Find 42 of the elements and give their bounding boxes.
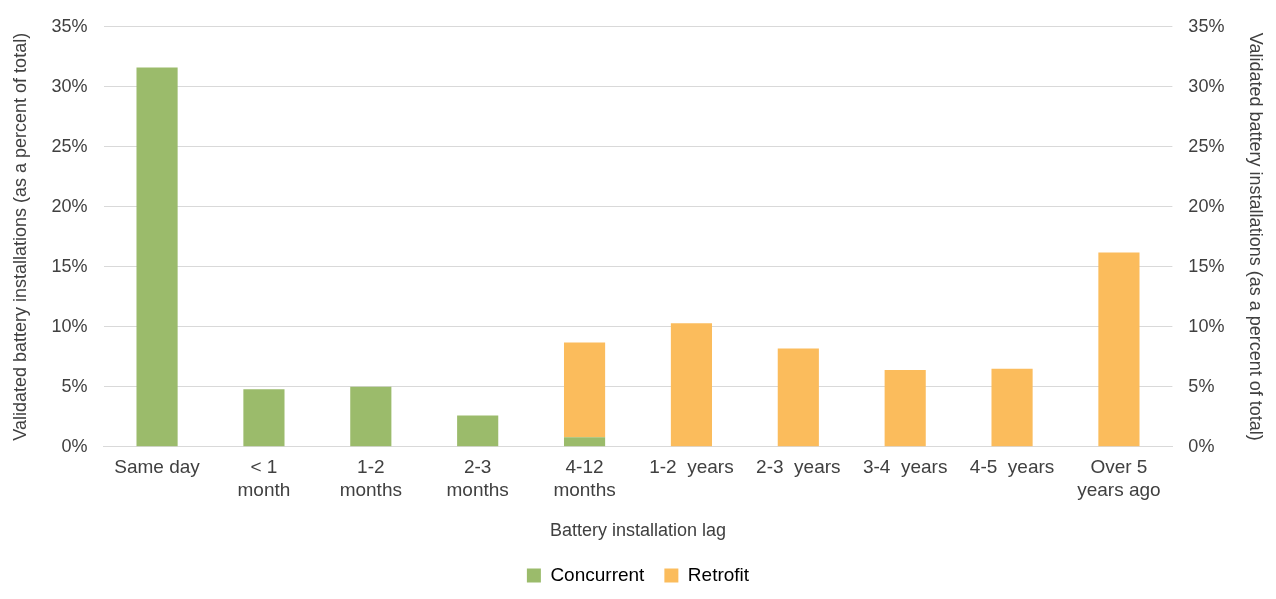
bar <box>563 342 606 438</box>
x-tick-label: 4-12 months <box>553 456 616 501</box>
y2-tick-label: 5% <box>1188 375 1215 396</box>
x-tick-label: < 1 month <box>237 456 291 501</box>
legend-label: Retrofit <box>687 563 750 585</box>
y2-tick-label: 35% <box>1188 15 1225 36</box>
y-tick-label: 35% <box>51 15 88 36</box>
y-tick-label: 20% <box>51 195 88 216</box>
y-axis-title: Validated battery installations (as a percent of total) <box>9 32 30 441</box>
x-tick-label: Same day <box>114 456 201 478</box>
y-tick-label: 30% <box>51 75 88 96</box>
bar <box>991 368 1033 447</box>
y2-tick-label: 20% <box>1188 195 1225 216</box>
bar <box>457 415 499 447</box>
x-tick-label: 4-5 years <box>969 456 1055 478</box>
bar <box>777 348 819 447</box>
y-tick-label: 10% <box>51 315 88 336</box>
bar <box>136 67 178 447</box>
y2-tick-label: 15% <box>1188 255 1225 276</box>
bar <box>670 323 713 447</box>
y2-tick-label: 30% <box>1188 75 1225 96</box>
x-tick-label: 3-4 years <box>862 456 948 478</box>
y-tick-label: 5% <box>61 375 88 396</box>
y2-tick-label: 25% <box>1188 135 1225 156</box>
x-axis-title: Battery installation lag <box>549 520 727 541</box>
x-tick-label: 1-2 years <box>649 456 734 478</box>
bar <box>243 389 285 447</box>
bar <box>1098 252 1140 447</box>
y2-tick-label: 0% <box>1188 435 1215 456</box>
bar <box>884 370 926 447</box>
y-tick-label: 0% <box>61 435 88 456</box>
bar <box>350 386 392 447</box>
x-tick-label: Over 5 years ago <box>1077 456 1161 501</box>
legend-label: Concurrent <box>550 563 646 585</box>
y2-axis-title: Validated battery installations (as a percent of total) <box>1246 32 1267 441</box>
y2-tick-label: 10% <box>1188 315 1225 336</box>
bar <box>563 437 606 447</box>
y-tick-label: 15% <box>51 255 88 276</box>
x-tick-label: 2-3 years <box>756 456 841 478</box>
x-tick-label: 1-2 months <box>339 456 402 501</box>
y-tick-label: 25% <box>51 135 88 156</box>
x-tick-label: 2-3 months <box>446 456 509 501</box>
